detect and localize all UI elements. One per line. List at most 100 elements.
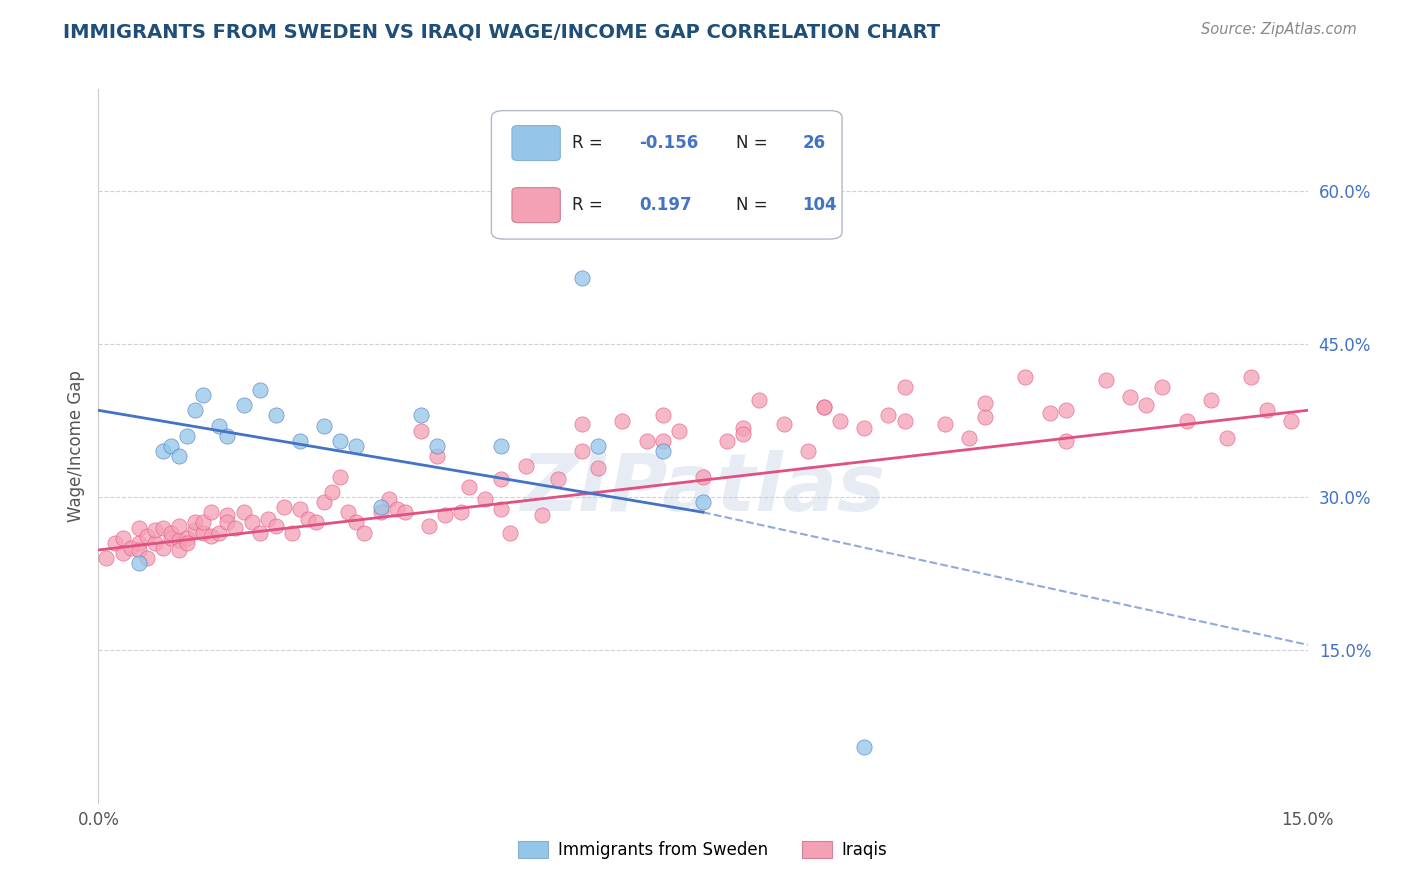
- Point: [491, 502, 513, 516]
- FancyBboxPatch shape: [512, 187, 561, 223]
- Point: [716, 434, 738, 448]
- Point: [491, 439, 513, 453]
- Point: [668, 424, 690, 438]
- Point: [217, 508, 239, 523]
- Point: [571, 417, 593, 431]
- Point: [176, 536, 198, 550]
- Point: [426, 439, 449, 453]
- FancyBboxPatch shape: [492, 111, 842, 239]
- Point: [337, 505, 360, 519]
- Point: [813, 401, 835, 415]
- Point: [853, 739, 876, 754]
- Point: [256, 512, 278, 526]
- Point: [329, 434, 352, 448]
- Point: [193, 516, 215, 530]
- Point: [224, 520, 246, 534]
- Point: [586, 439, 609, 453]
- Text: 0.197: 0.197: [638, 196, 692, 214]
- Text: R =: R =: [572, 134, 609, 152]
- Text: N =: N =: [735, 134, 772, 152]
- Point: [96, 551, 118, 566]
- Point: [974, 396, 997, 410]
- Point: [1240, 369, 1263, 384]
- Point: [288, 434, 311, 448]
- Point: [273, 500, 295, 515]
- Point: [128, 536, 150, 550]
- Point: [128, 543, 150, 558]
- Point: [232, 505, 254, 519]
- Point: [1152, 380, 1174, 394]
- Point: [418, 518, 440, 533]
- Point: [264, 518, 287, 533]
- Point: [1095, 373, 1118, 387]
- Point: [515, 459, 537, 474]
- Point: [692, 469, 714, 483]
- Point: [377, 491, 399, 506]
- Point: [1256, 403, 1278, 417]
- Text: ZIPatlas: ZIPatlas: [520, 450, 886, 528]
- Point: [111, 546, 134, 560]
- Point: [128, 556, 150, 570]
- Point: [651, 409, 673, 423]
- Point: [772, 417, 794, 431]
- Point: [474, 491, 496, 506]
- Point: [547, 472, 569, 486]
- Point: [167, 543, 190, 558]
- Point: [321, 484, 343, 499]
- Point: [176, 531, 198, 545]
- Point: [160, 439, 183, 453]
- Point: [184, 523, 207, 537]
- Point: [160, 525, 183, 540]
- Point: [733, 426, 755, 441]
- Text: R =: R =: [572, 196, 613, 214]
- Point: [1054, 434, 1077, 448]
- Point: [160, 531, 183, 545]
- Point: [692, 495, 714, 509]
- Point: [530, 508, 553, 523]
- Point: [217, 516, 239, 530]
- Point: [370, 500, 392, 515]
- Point: [281, 525, 304, 540]
- Point: [232, 398, 254, 412]
- Point: [370, 505, 392, 519]
- Point: [1281, 413, 1303, 427]
- Point: [748, 393, 770, 408]
- Point: [184, 403, 207, 417]
- Point: [135, 551, 157, 566]
- Point: [152, 541, 174, 555]
- Point: [491, 472, 513, 486]
- Point: [152, 444, 174, 458]
- Point: [103, 536, 125, 550]
- Point: [167, 518, 190, 533]
- Point: [264, 409, 287, 423]
- Point: [208, 418, 231, 433]
- Point: [305, 516, 328, 530]
- Text: Source: ZipAtlas.com: Source: ZipAtlas.com: [1201, 22, 1357, 37]
- Point: [167, 449, 190, 463]
- Point: [450, 505, 472, 519]
- Point: [143, 523, 166, 537]
- Point: [974, 410, 997, 425]
- Point: [297, 512, 319, 526]
- Text: 26: 26: [803, 134, 825, 152]
- Point: [135, 529, 157, 543]
- Point: [176, 429, 198, 443]
- Point: [120, 541, 142, 555]
- Point: [249, 383, 271, 397]
- Text: IMMIGRANTS FROM SWEDEN VS IRAQI WAGE/INCOME GAP CORRELATION CHART: IMMIGRANTS FROM SWEDEN VS IRAQI WAGE/INC…: [63, 22, 941, 41]
- Point: [394, 505, 416, 519]
- Point: [934, 417, 956, 431]
- Point: [200, 529, 222, 543]
- Point: [1199, 393, 1222, 408]
- Point: [571, 270, 593, 285]
- Point: [893, 380, 915, 394]
- Point: [957, 431, 980, 445]
- Point: [409, 424, 432, 438]
- Point: [240, 516, 263, 530]
- Point: [344, 516, 367, 530]
- Point: [128, 520, 150, 534]
- Text: -0.156: -0.156: [638, 134, 699, 152]
- Point: [893, 413, 915, 427]
- Point: [1054, 403, 1077, 417]
- Point: [208, 525, 231, 540]
